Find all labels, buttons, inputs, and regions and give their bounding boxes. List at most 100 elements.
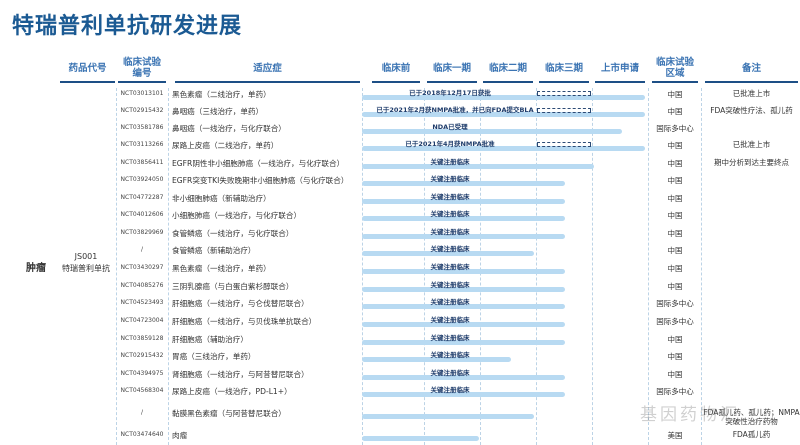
nct-number: NCT03581786 — [120, 124, 164, 131]
table-row: NCT04772287 非小细胞肺癌（新辅助治疗） 关键注册临床 中国 — [0, 190, 800, 207]
header-drug-code: 药品代号 — [60, 55, 115, 83]
nct-number: NCT04723004 — [120, 317, 164, 324]
trial-region: 中国 — [667, 229, 683, 238]
category-label: 肿瘤 — [26, 263, 46, 274]
header-phase2: 临床二期 — [483, 55, 533, 83]
nct-number: NCT03924050 — [120, 176, 164, 183]
indication: 胃癌（三线治疗，单药） — [172, 352, 256, 361]
trial-region: 中国 — [667, 141, 683, 150]
progress-bar — [362, 357, 511, 362]
header-notes: 备注 — [705, 55, 798, 83]
nct-number: NCT03013101 — [120, 90, 164, 97]
trial-region: 中国 — [667, 282, 683, 291]
nct-number: NCT03474640 — [120, 431, 164, 438]
note: 已批准上市 — [732, 140, 771, 149]
indication: 肝细胞癌（一线治疗，与仑伐替尼联合） — [172, 299, 309, 308]
progress-bar — [362, 112, 646, 117]
progress-label: 关键注册临床 — [430, 386, 470, 394]
indication: 黏膜黑色素瘤（与阿昔替尼联合） — [172, 409, 286, 418]
trial-region: 中国 — [667, 90, 683, 99]
indication: EGFR阴性非小细胞肺癌（一线治疗，与化疗联合） — [172, 159, 345, 168]
nct-number: NCT03859128 — [120, 335, 164, 342]
indication: 肉瘤 — [172, 431, 188, 440]
progress-bar — [362, 251, 534, 256]
table-row: NCT03859128 肝细胞癌（辅助治疗） 关键注册临床 中国 — [0, 331, 800, 348]
divider — [536, 88, 537, 445]
progress-label: 关键注册临床 — [430, 316, 470, 324]
drug-code: JS001 — [74, 252, 98, 261]
indication: 鼻咽癌（三线治疗，单药） — [172, 107, 264, 116]
trial-region: 中国 — [667, 370, 683, 379]
progress-bar — [362, 164, 594, 169]
trial-region: 国际多中心 — [656, 387, 694, 396]
phase3-dashed-box — [537, 142, 591, 147]
trial-region: 中国 — [667, 194, 683, 203]
table-row: NCT03474640 肉瘤 美国 FDA孤儿药 — [0, 427, 800, 444]
progress-bar — [362, 304, 566, 309]
progress-label: 关键注册临床 — [430, 263, 470, 271]
table-row: NCT02915432 鼻咽癌（三线治疗，单药） 已于2021年2月获NMPA批准，… — [0, 103, 800, 120]
nct-number: NCT03829969 — [120, 229, 164, 236]
progress-label: 已于2018年12月17日获批 — [409, 89, 491, 97]
table-row: NCT04523493 肝细胞癌（一线治疗，与仑伐替尼联合） 关键注册临床 国际多中心 — [0, 295, 800, 312]
table-row: / 食管鳞癌（新辅助治疗） 关键注册临床 中国 — [0, 242, 800, 259]
table-row: NCT03829969 食管鳞癌（一线治疗，与化疗联合） 关键注册临床 中国 — [0, 225, 800, 242]
progress-label: 关键注册临床 — [430, 158, 470, 166]
header-region: 临床试验 区域 — [652, 55, 698, 83]
table-row: NCT04085276 三阴乳腺癌（与白蛋白紫杉醇联合） 关键注册临床 中国 — [0, 278, 800, 295]
table-row: NCT03430297 黑色素瘤（一线治疗，单药） 关键注册临床 中国 — [0, 260, 800, 277]
header-indication: 适应症 — [175, 55, 360, 83]
indication: 小细胞肺癌（一线治疗，与化疗联合） — [172, 211, 302, 220]
note: 期中分析到达主要终点 — [714, 158, 789, 167]
indication: 非小细胞肺癌（新辅助治疗） — [172, 194, 271, 203]
nct-number: NCT04772287 — [120, 194, 164, 201]
divider — [424, 88, 425, 445]
divider — [480, 88, 481, 445]
header-phase3: 临床三期 — [539, 55, 589, 83]
progress-label: 关键注册临床 — [430, 281, 470, 289]
trial-region: 中国 — [667, 107, 683, 116]
indication: 肾细胞癌（一线治疗，与阿昔替尼联合） — [172, 370, 309, 379]
trial-region: 中国 — [667, 352, 683, 361]
progress-bar — [362, 340, 566, 345]
indication: 肝细胞癌（辅助治疗） — [172, 335, 248, 344]
nct-number: NCT04085276 — [120, 282, 164, 289]
progress-label: 已于2021年4月获NMPA批准 — [405, 140, 495, 148]
progress-bar — [362, 129, 623, 134]
divider — [168, 88, 169, 445]
progress-bar — [362, 146, 646, 151]
drug-name: 特瑞普利单抗 — [62, 264, 110, 273]
trial-region: 中国 — [667, 264, 683, 273]
nct-number: / — [140, 409, 144, 416]
trial-region: 中国 — [667, 159, 683, 168]
table-row: NCT04723004 肝细胞癌（一线治疗，与贝伐珠单抗联合） 关键注册临床 国际多中… — [0, 313, 800, 330]
nct-number: NCT04568304 — [120, 387, 164, 394]
progress-bar — [362, 322, 566, 327]
progress-label: 关键注册临床 — [430, 298, 470, 306]
progress-label: 已于2021年2月获NMPA批准，并已向FDA提交BLA — [376, 106, 534, 114]
progress-bar — [362, 269, 566, 274]
indication: 肝细胞癌（一线治疗，与贝伐珠单抗联合） — [172, 317, 317, 326]
trial-region: 国际多中心 — [656, 124, 694, 133]
indication: 黑色素瘤（二线治疗，单药） — [172, 90, 271, 99]
progress-label: 关键注册临床 — [430, 210, 470, 218]
table-row: NCT03113266 尿路上皮癌（二线治疗，单药） 已于2021年4月获NMPA批… — [0, 137, 800, 154]
indication: 黑色素瘤（一线治疗，单药） — [172, 264, 271, 273]
divider — [592, 88, 593, 445]
progress-label: 关键注册临床 — [430, 228, 470, 236]
phase3-dashed-box — [537, 108, 591, 113]
header-phase1: 临床一期 — [427, 55, 477, 83]
note: 已批准上市 — [732, 89, 771, 98]
progress-label: 关键注册临床 — [430, 193, 470, 201]
divider — [648, 88, 649, 445]
nct-number: NCT04523493 — [120, 299, 164, 306]
progress-bar — [362, 414, 534, 419]
progress-bar — [362, 216, 566, 221]
trial-region: 中国 — [667, 176, 683, 185]
indication: 食管鳞癌（一线治疗，与化疗联合） — [172, 229, 294, 238]
divider — [116, 88, 117, 445]
progress-bar — [362, 436, 480, 441]
nct-number: NCT02915432 — [120, 352, 164, 359]
divider — [701, 88, 702, 445]
nct-number: NCT03113266 — [120, 141, 164, 148]
